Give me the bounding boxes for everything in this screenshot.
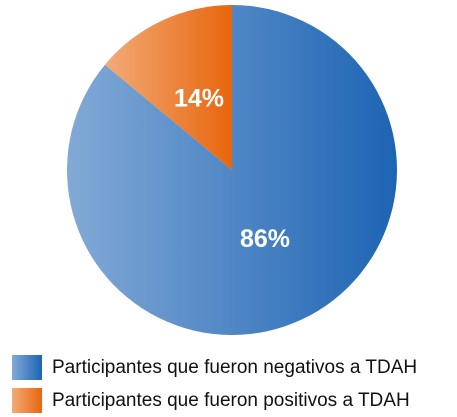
legend-swatch	[12, 355, 42, 380]
data-label: 86%	[240, 225, 290, 253]
legend-label: Participantes que fueron negativos a TDA…	[52, 357, 417, 378]
legend-label: Participantes que fueron positivos a TDA…	[52, 390, 410, 411]
legend-swatch	[12, 388, 42, 413]
pie-slice	[104, 5, 232, 170]
data-label: 14%	[174, 84, 224, 112]
